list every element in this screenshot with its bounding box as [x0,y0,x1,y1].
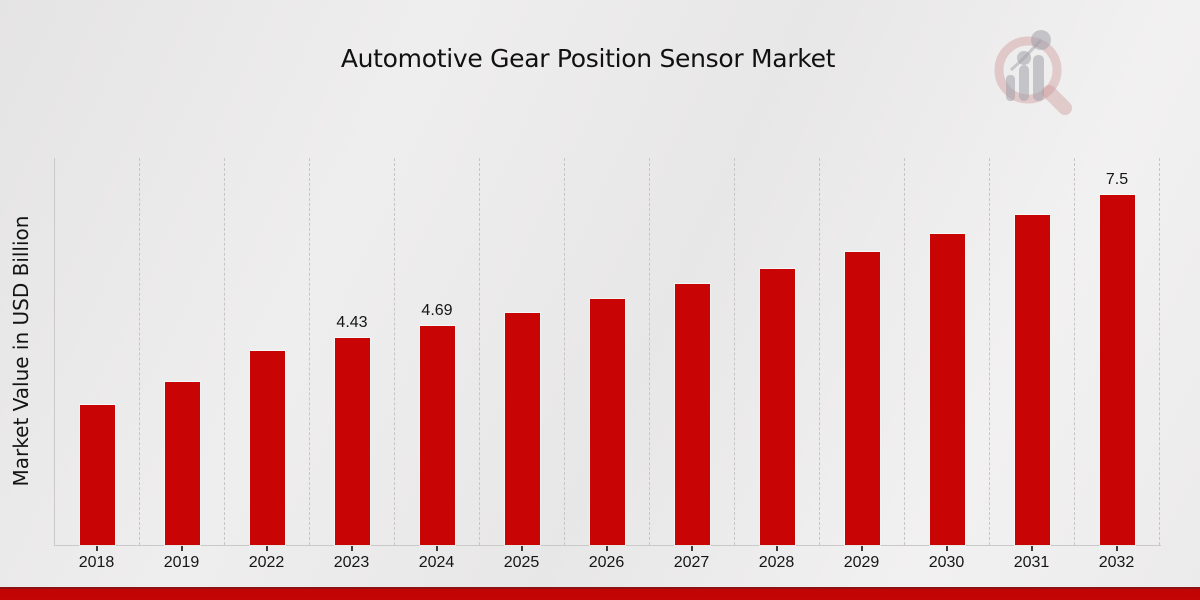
bar-2025 [504,313,540,545]
x-tick [265,546,268,551]
x-tick-label: 2019 [139,546,224,572]
x-tick-label-text: 2022 [248,554,285,571]
bottom-banner [0,587,1200,600]
x-tick-label-text: 2032 [1098,554,1135,571]
x-tick [775,546,778,551]
category-column [140,158,225,545]
bar-chart-icon [1006,30,1051,101]
x-tick-label-text: 2027 [673,554,710,571]
x-tick-label: 2024 [394,546,479,572]
category-column [905,158,990,545]
bar-2027 [674,284,710,545]
x-tick-label: 2027 [649,546,734,572]
x-tick-label: 2032 [1074,546,1159,572]
x-tick-label-text: 2028 [758,554,795,571]
bar-value-label: 7.5 [1105,171,1129,188]
bar-2031 [1014,215,1050,545]
x-tick [1115,546,1118,551]
category-column: 4.69 [395,158,480,545]
x-tick [435,546,438,551]
x-tick-label-text: 2023 [333,554,370,571]
category-column [820,158,905,545]
x-tick [945,546,948,551]
x-tick-label: 2030 [904,546,989,572]
x-tick-label-text: 2018 [78,554,115,571]
bar-value-label: 4.69 [421,302,453,319]
category-column [735,158,820,545]
bar-value-label: 4.43 [336,314,368,331]
category-column: 4.43 [310,158,395,545]
x-tick-label: 2022 [224,546,309,572]
bar-2019 [164,382,200,545]
x-axis: 2018 2019 2022 2023 2024 2025 2026 2027 2028 2029… [54,546,1160,572]
category-column: 7.5 [1075,158,1160,545]
chart-title: Automotive Gear Position Sensor Market [340,44,836,73]
x-tick-label-text: 2025 [503,554,540,571]
x-tick-label: 2025 [479,546,564,572]
bar-2023 [334,338,370,545]
bar-2032 [1099,195,1135,545]
y-axis-label: Market Value in USD Billion [9,215,33,487]
x-tick-label-text: 2031 [1013,554,1050,571]
x-tick-label: 2031 [989,546,1074,572]
x-tick [605,546,608,551]
x-tick [1030,546,1033,551]
x-tick-label-text: 2019 [163,554,200,571]
x-tick [95,546,98,551]
bar-2018 [79,405,115,545]
category-column [55,158,140,545]
x-tick [350,546,353,551]
x-tick-label: 2023 [309,546,394,572]
x-tick-label: 2028 [734,546,819,572]
plot-area: 4.43 4.69 7.5 [54,158,1161,546]
x-tick [690,546,693,551]
bar-2026 [589,299,625,545]
x-tick-label: 2029 [819,546,904,572]
x-tick-label-text: 2026 [588,554,625,571]
x-tick [180,546,183,551]
bar-2024 [419,326,455,545]
bar-2028 [759,269,795,545]
market-research-future-logo [994,30,1072,115]
bar-2029 [844,252,880,545]
x-tick [860,546,863,551]
x-tick-label: 2026 [564,546,649,572]
x-tick-label: 2018 [54,546,139,572]
category-column [225,158,310,545]
category-column [480,158,565,545]
x-tick [520,546,523,551]
x-tick-label-text: 2029 [843,554,880,571]
category-column [565,158,650,545]
bar-2030 [929,234,965,545]
x-tick-label-text: 2030 [928,554,965,571]
category-column [990,158,1075,545]
category-column [650,158,735,545]
bar-2022 [249,351,285,545]
x-tick-label-text: 2024 [418,554,455,571]
